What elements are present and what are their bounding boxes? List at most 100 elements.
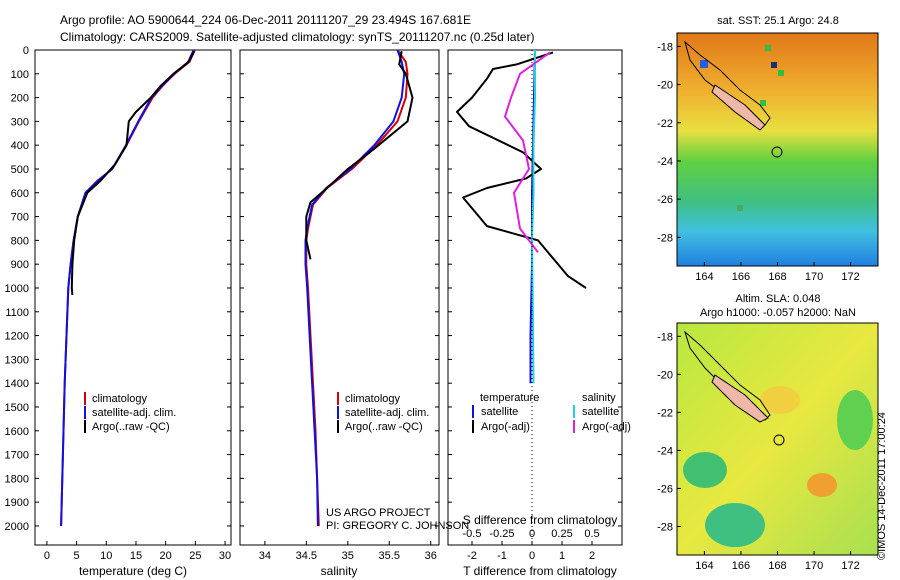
depth-tick-label: 1700 [5,450,29,462]
legend-label: satellite-adj. clim. [92,407,176,419]
x-tick-label: -2 [467,550,477,562]
depth-tick-label: 700 [11,212,29,224]
x-tick-label-salinity: -0.5 [463,528,482,540]
difference-xlabel: T difference from climatology [463,564,617,578]
x-tick-label: 1 [559,550,565,562]
legend-label: satellite [582,406,619,418]
lat-tick-label: -22 [657,118,673,130]
series-line [305,51,414,260]
sla-blob [705,503,765,547]
difference-legend: temperature salinity satellite Argo(-adj… [472,392,631,433]
legend-label: Argo(-adj) [582,421,631,433]
depth-tick-label: 1200 [5,331,29,343]
lon-tick-label: 170 [805,560,823,572]
legend-label: Argo(..raw -QC) [345,421,423,433]
sla-argo-location [773,434,785,446]
lat-tick-label: -20 [657,80,673,92]
sla-blob [807,473,837,497]
lon-tick-label: 168 [768,271,786,283]
depth-tick-label: 500 [11,164,29,176]
legend-label: climatology [345,393,401,405]
legend-salinity-header: salinity [582,392,616,404]
legend-label: satellite-adj. clim. [345,407,429,419]
lon-tick-label: 166 [732,271,750,283]
x-tick-label: 36 [425,550,437,562]
salinity-legend: climatology satellite-adj. clim. Argo(..… [337,392,429,433]
series-line [531,50,536,384]
data-pixel [771,62,777,68]
legend-temperature-header: temperature [480,392,539,404]
depth-tick-label: 2000 [5,521,29,533]
depth-tick-label: 1400 [5,378,29,390]
depth-tick-label: 600 [11,188,29,200]
lat-tick-label: -20 [657,369,673,381]
data-pixel [700,60,708,68]
map-axes: 164 166 168 170 172 -18 -20 -22 -24 -26 -28 164 166 1… [657,41,860,572]
x-tick-label: 30 [219,550,231,562]
lon-tick-label: 166 [732,560,750,572]
temperature-series [60,50,196,527]
data-pixel [765,45,771,51]
temperature-xlabel: temperature (deg C) [79,564,187,578]
x-tick-label-salinity: 0.25 [551,528,572,540]
pi-annotation: PI: GREGORY C. JOHNSON [326,520,469,532]
footer-timestamp: ©IMOS 14-Dec-2011 17:00:24 [876,412,888,560]
data-pixel [778,70,784,76]
depth-tick-label: 1000 [5,283,29,295]
lon-tick-label: 172 [841,271,859,283]
lon-tick-label: 164 [695,560,713,572]
x-tick-label: 5 [74,550,80,562]
legend-label: climatology [92,393,148,405]
depth-tick-label: 400 [11,140,29,152]
x-tick-label-salinity: 0.5 [584,528,599,540]
lat-tick-label: -24 [657,156,673,168]
lat-tick-label: -26 [657,194,673,206]
sla-map-title-line2: Argo h1000: -0.057 h2000: NaN [700,307,856,319]
depth-tick-label: 200 [11,93,29,105]
depth-tick-label: 1100 [5,307,29,319]
depth-tick-label: 1900 [5,497,29,509]
depth-tick-label: 1500 [5,402,29,414]
sla-land [711,374,769,423]
sla-blob [837,390,873,450]
lon-tick-label: 172 [841,560,859,572]
lon-tick-label: 168 [768,560,786,572]
x-tick-label: 15 [130,550,142,562]
x-tick-label: 0 [529,550,535,562]
temperature-legend: climatology satellite-adj. clim. Argo(..… [84,392,176,433]
depth-tick-label: 800 [11,235,29,247]
lat-tick-label: -18 [657,331,673,343]
series-line [60,50,195,527]
sst-map [677,33,878,266]
lat-tick-label: -22 [657,407,673,419]
x-tick-label-salinity: -0.25 [489,528,514,540]
difference-series [456,50,587,384]
salinity-xlabel: salinity [321,564,358,578]
temperature-panel [34,49,232,546]
sla-blob [683,452,727,488]
sst-map-title: sat. SST: 25.1 Argo: 24.8 [717,15,839,27]
lat-tick-label: -24 [657,445,673,457]
header-line1: Argo profile: AO 5900644_224 06-Dec-2011… [60,13,471,27]
series-line [70,50,196,296]
sla-blobs [683,386,873,547]
legend-label: satellite [481,406,518,418]
depth-tick-label: 1600 [5,426,29,438]
legend-label: Argo(..raw -QC) [92,421,170,433]
lat-tick-label: -28 [657,521,673,533]
series-line [504,51,551,253]
lon-tick-label: 164 [695,271,713,283]
series-line [456,51,587,289]
x-tick-label: -1 [497,550,507,562]
depth-tick-label: 1800 [5,473,29,485]
depth-tick-label: 900 [11,259,29,271]
sst-pixel-noise [700,45,784,211]
x-tick-label: 35.5 [379,550,400,562]
new-caledonia-outline [684,40,771,126]
x-tick-label: 34.5 [296,550,317,562]
series-line [304,50,406,527]
salinity-panel [239,49,440,546]
depth-tick-label: 100 [11,69,29,81]
depth-tick-label: 1300 [5,354,29,366]
